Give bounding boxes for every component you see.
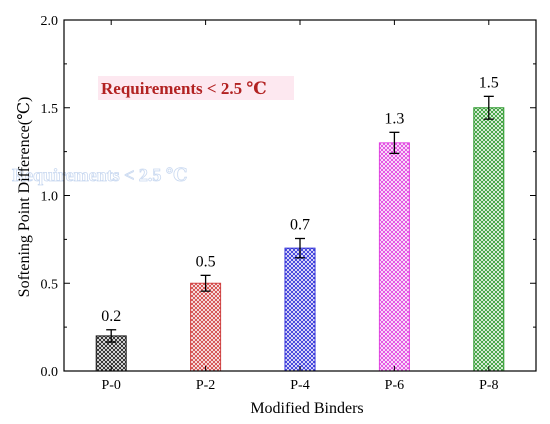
error-bar-p-6 [389,131,400,155]
x-axis-title: Modified Binders [250,400,363,417]
bar-p-6 [378,142,410,372]
bar-p-4 [284,247,316,372]
bar-p-2 [190,282,222,372]
plot-frame [63,19,537,372]
y-tick-label: 0.5 [41,277,59,292]
y-tick-label: 0.0 [41,365,59,380]
error-bar-p-2 [200,274,211,292]
bar-p-8 [473,107,505,372]
annotation-highlight [98,76,294,100]
y-tick-label: 1.0 [41,190,59,205]
annotation-text: Requirements < 2.5 ℃ [101,79,267,98]
y-tick-label: 1.5 [41,102,59,117]
error-bar-p-4 [295,237,305,259]
data-label-p-2: 0.5 [196,253,216,270]
data-label-p-4: 0.7 [290,216,310,233]
x-tick-label-p-8: P-8 [479,378,498,393]
data-label-p-0: 0.2 [101,308,121,325]
x-tick-label-p-6: P-6 [385,378,404,393]
data-label-p-8: 1.5 [479,74,499,91]
x-tick-label-p-4: P-4 [290,378,309,393]
y-tick-label: 2.0 [41,14,59,29]
x-tick-label-p-0: P-0 [101,378,120,393]
error-bar-p-8 [483,95,494,120]
x-tick-label-p-2: P-2 [196,378,215,393]
error-bar-p-0 [106,329,117,343]
ghost-annotation-text: Requirements < 2.5 ℃ [12,165,187,185]
data-label-p-6: 1.3 [384,110,404,127]
y-axis-title: Softening Point Difference(℃) [16,97,33,298]
